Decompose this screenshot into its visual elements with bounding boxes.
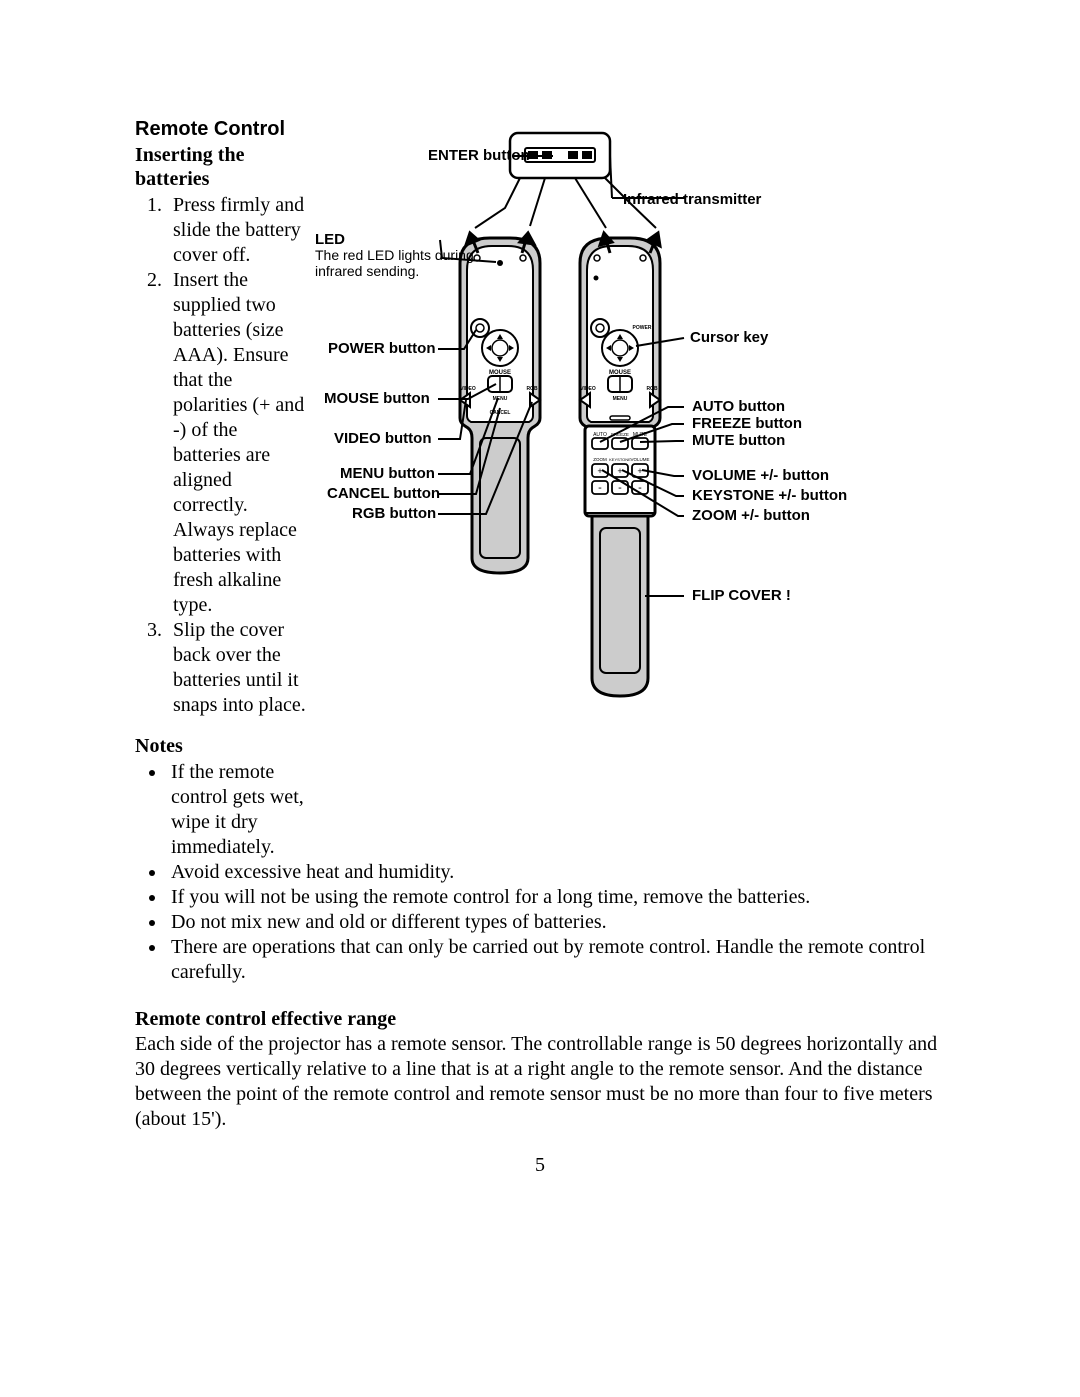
svg-text:RGB: RGB [646,386,658,392]
label-video: VIDEO button [334,430,432,447]
label-ir: Infrared transmitter [623,191,762,208]
svg-text:KEYSTONE: KEYSTONE [609,457,631,462]
svg-text:VOLUME: VOLUME [630,457,649,462]
section-subtitle: Inserting the batteries [135,143,310,191]
notes-list-narrow: If the remote control gets wet, wipe it … [135,760,310,860]
label-power: POWER button [328,340,435,357]
svg-text:+: + [637,466,642,476]
step-item: Press firmly and slide the battery cover… [167,193,310,268]
bottom-section: Avoid excessive heat and humidity. If yo… [135,860,945,1132]
svg-text:-: - [618,482,622,494]
svg-text:ZOOM: ZOOM [593,457,607,462]
page-number: 5 [0,1154,1080,1177]
manual-page: Remote Control Inserting the batteries P… [0,0,1080,1397]
label-zoom: ZOOM +/- button [692,507,810,524]
svg-text:VIDEO: VIDEO [580,386,596,392]
section-title: Remote Control [135,118,310,141]
label-led-desc1: The red LED lights during [315,247,474,263]
notes-list-wide: Avoid excessive heat and humidity. If yo… [135,860,945,985]
svg-text:-: - [598,482,602,494]
note-item: If the remote control gets wet, wipe it … [167,760,310,860]
remote-svg: MOUSE MENU CANCEL VIDEO RGB [310,118,950,718]
remote-open: MOUSE MENU VIDEO RGB POWER AUTO [580,238,660,696]
svg-text:AUTO: AUTO [593,432,607,438]
label-mouse: MOUSE button [324,390,430,407]
note-item: There are operations that can only be ca… [167,935,945,985]
step-item: Slip the cover back over the batteries u… [167,618,310,718]
label-cursor: Cursor key [690,329,769,346]
label-rgb: RGB button [352,505,436,522]
label-flip: FLIP COVER ! [692,587,791,604]
svg-text:MOUSE: MOUSE [489,370,511,376]
top-section: Remote Control Inserting the batteries P… [135,118,945,860]
label-freeze: FREEZE button [692,415,802,432]
steps-list: Press firmly and slide the battery cover… [135,193,310,718]
range-heading: Remote control effective range [135,1007,945,1032]
label-volume: VOLUME +/- button [692,467,829,484]
label-keystone: KEYSTONE +/- button [692,487,847,504]
step-item: Insert the supplied two batteries (size … [167,268,310,618]
range-text: Each side of the projector has a remote … [135,1032,945,1132]
label-led-desc2: infrared sending. [315,263,419,279]
svg-text:MOUSE: MOUSE [609,370,631,376]
note-item: Do not mix new and old or different type… [167,910,945,935]
notes-heading: Notes [135,734,310,758]
svg-text:MENU: MENU [493,396,508,402]
instructions-column: Remote Control Inserting the batteries P… [135,118,310,860]
note-item: If you will not be using the remote cont… [167,885,945,910]
label-led: LED [315,231,345,248]
svg-text:RGB: RGB [526,386,538,392]
label-mute: MUTE button [692,432,785,449]
label-menu: MENU button [340,465,435,482]
label-auto: AUTO button [692,398,785,415]
label-enter: ENTER button [428,147,530,164]
svg-text:MENU: MENU [613,396,628,402]
svg-text:POWER: POWER [633,325,652,331]
svg-text:VIDEO: VIDEO [460,386,476,392]
remote-diagram: MOUSE MENU CANCEL VIDEO RGB [310,118,945,860]
note-item: Avoid excessive heat and humidity. [167,860,945,885]
remote-closed: MOUSE MENU CANCEL VIDEO RGB [460,238,540,573]
range-block: Remote control effective range Each side… [135,1007,945,1132]
label-cancel: CANCEL button [327,485,440,502]
